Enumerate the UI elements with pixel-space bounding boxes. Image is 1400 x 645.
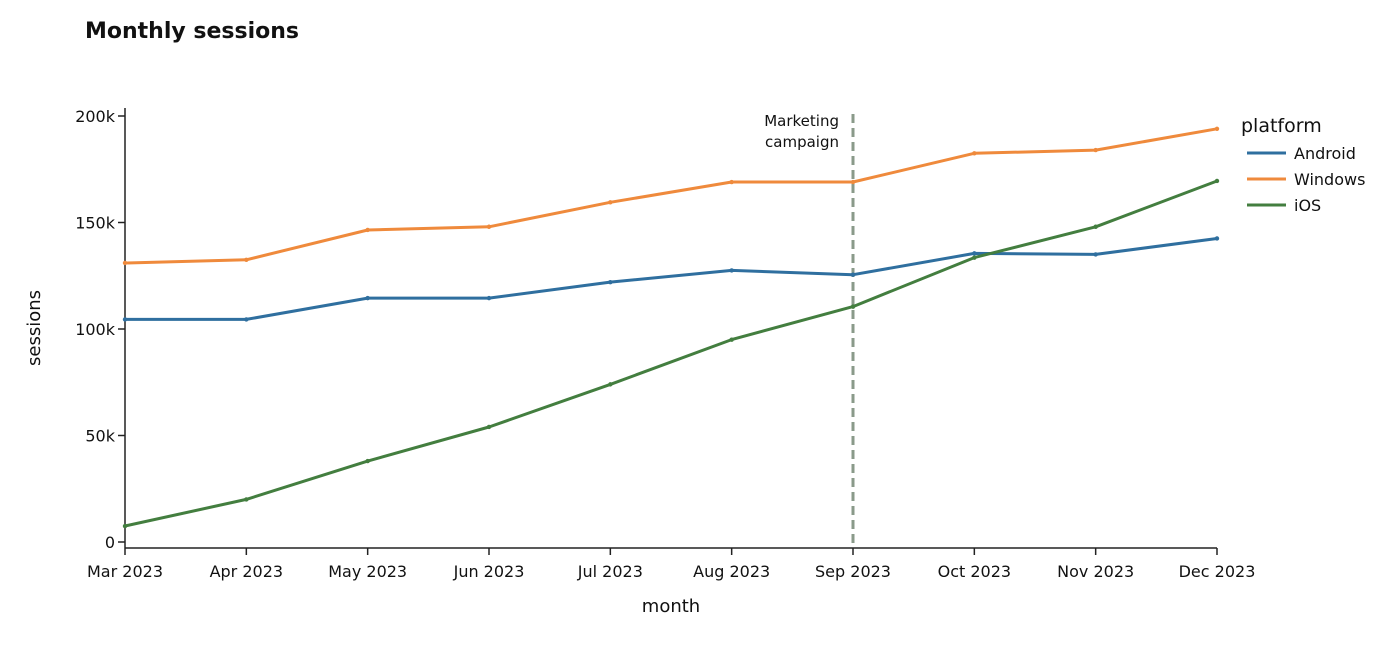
plot-area: 0 50k 100k 150k 200k Mar 2023 Apr 2023 May 202… <box>75 107 1255 581</box>
x-tick-label: Mar 2023 <box>87 562 163 581</box>
y-axis-title: sessions <box>24 290 45 366</box>
series-line-ios <box>123 179 1219 528</box>
data-point-windows <box>1214 126 1220 131</box>
x-tick-label: May 2023 <box>328 562 407 581</box>
series-layer <box>122 126 1220 529</box>
legend-label-windows: Windows <box>1294 170 1365 189</box>
data-point-android <box>122 317 128 322</box>
y-tick-label: 50k <box>85 427 115 446</box>
annotation-text: campaign <box>765 133 839 151</box>
x-tick-label: Dec 2023 <box>1179 562 1256 581</box>
y-tick-label: 200k <box>75 107 116 126</box>
legend-title: platform <box>1241 115 1322 137</box>
data-point-ios <box>850 304 856 309</box>
data-point-windows <box>729 179 734 185</box>
legend: platform Android Windows iOS <box>1241 115 1365 215</box>
x-tick-label: Jun 2023 <box>453 562 525 581</box>
y-tick-label: 150k <box>75 214 116 233</box>
data-point-ios <box>365 458 370 464</box>
x-tick-label: Aug 2023 <box>693 562 770 581</box>
data-point-ios <box>1093 224 1098 229</box>
legend-label-android: Android <box>1294 144 1356 163</box>
y-tick-label: 100k <box>75 320 116 339</box>
data-point-ios <box>244 497 249 502</box>
data-point-android <box>1093 252 1098 257</box>
annotation-text: Marketing <box>764 112 839 130</box>
data-point-android <box>244 317 249 322</box>
data-point-windows <box>972 151 977 156</box>
data-point-android <box>972 251 977 256</box>
y-axis-ticks: 0 50k 100k 150k 200k <box>75 107 125 552</box>
data-point-ios <box>486 424 492 430</box>
data-point-ios <box>972 255 977 260</box>
x-tick-label: Jul 2023 <box>577 562 643 581</box>
legend-label-ios: iOS <box>1294 196 1321 215</box>
data-point-android <box>850 272 856 277</box>
annotation-layer: Marketing campaign <box>764 112 855 548</box>
data-point-ios <box>122 523 128 529</box>
series-line-windows <box>123 127 1219 265</box>
data-point-windows <box>1093 147 1098 153</box>
data-point-ios <box>729 337 734 342</box>
x-tick-label: Apr 2023 <box>210 562 283 581</box>
data-point-windows <box>850 179 856 185</box>
data-point-android <box>608 279 613 285</box>
x-axis-ticks: Mar 2023 Apr 2023 May 2023 Jun 2023 Jul 2023… <box>87 548 1255 581</box>
data-point-ios <box>1214 178 1220 184</box>
data-point-ios <box>608 382 613 387</box>
data-point-windows <box>122 260 128 266</box>
x-tick-label: Nov 2023 <box>1057 562 1134 581</box>
y-tick-label: 0 <box>105 533 115 552</box>
chart-title: Monthly sessions <box>85 19 299 44</box>
data-point-android <box>365 295 370 301</box>
x-tick-label: Oct 2023 <box>938 562 1011 581</box>
data-point-windows <box>608 200 613 205</box>
x-axis-title: month <box>642 596 700 617</box>
data-point-windows <box>244 257 249 262</box>
data-point-windows <box>365 227 370 233</box>
data-point-android <box>486 295 492 301</box>
series-line-android <box>123 237 1219 321</box>
data-point-android <box>729 268 734 273</box>
data-point-android <box>1214 236 1220 241</box>
data-point-windows <box>486 224 492 229</box>
x-tick-label: Sep 2023 <box>815 562 891 581</box>
